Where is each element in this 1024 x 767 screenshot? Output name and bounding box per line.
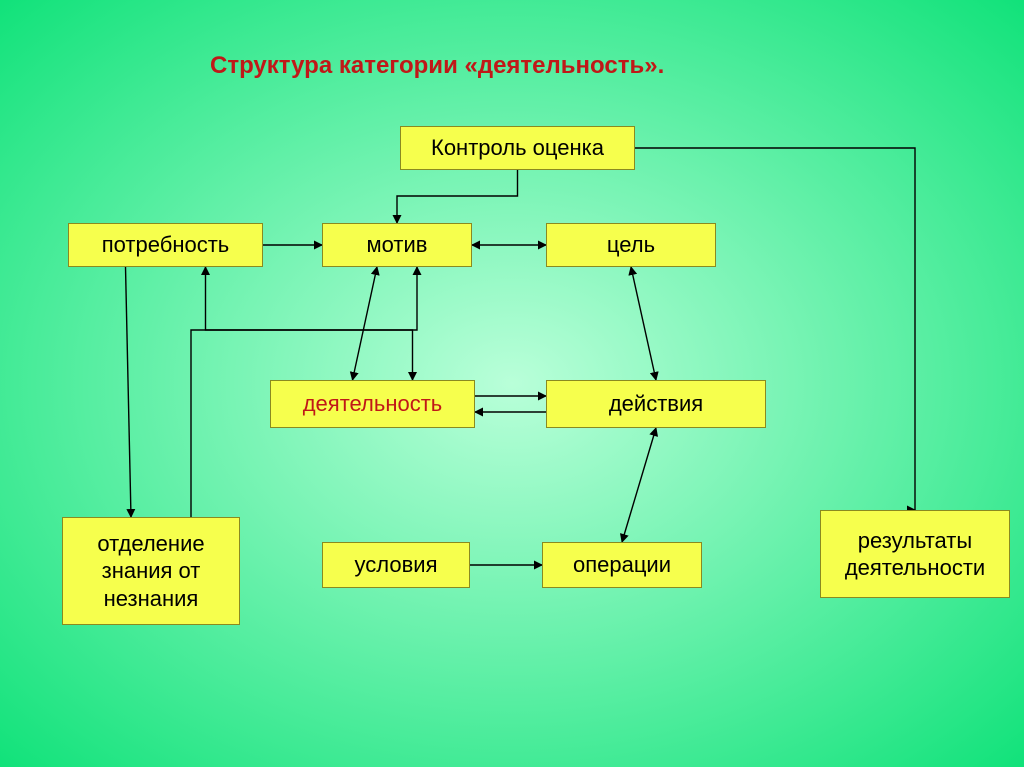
edge-control-results (635, 148, 915, 510)
diagram-title: Структура категории «деятельность». (210, 52, 664, 80)
edge-control-motive (397, 170, 518, 223)
node-control: Контроль оценка (400, 126, 635, 170)
edge-need-separation (126, 267, 132, 517)
node-results: результаты деятельности (820, 510, 1010, 598)
edge-motive-activity (353, 267, 378, 380)
edge-actions-operations (622, 428, 656, 542)
node-motive: мотив (322, 223, 472, 267)
node-conditions: условия (322, 542, 470, 588)
node-separation: отделение знания от незнания (62, 517, 240, 625)
edge-goal-actions (631, 267, 656, 380)
node-operations: операции (542, 542, 702, 588)
edges-layer (0, 0, 1024, 767)
edge-need-activity (206, 267, 413, 380)
node-goal: цель (546, 223, 716, 267)
node-actions: действия (546, 380, 766, 428)
node-activity: деятельность (270, 380, 475, 428)
diagram-canvas: Структура категории «деятельность». Конт… (0, 0, 1024, 767)
node-need: потребность (68, 223, 263, 267)
